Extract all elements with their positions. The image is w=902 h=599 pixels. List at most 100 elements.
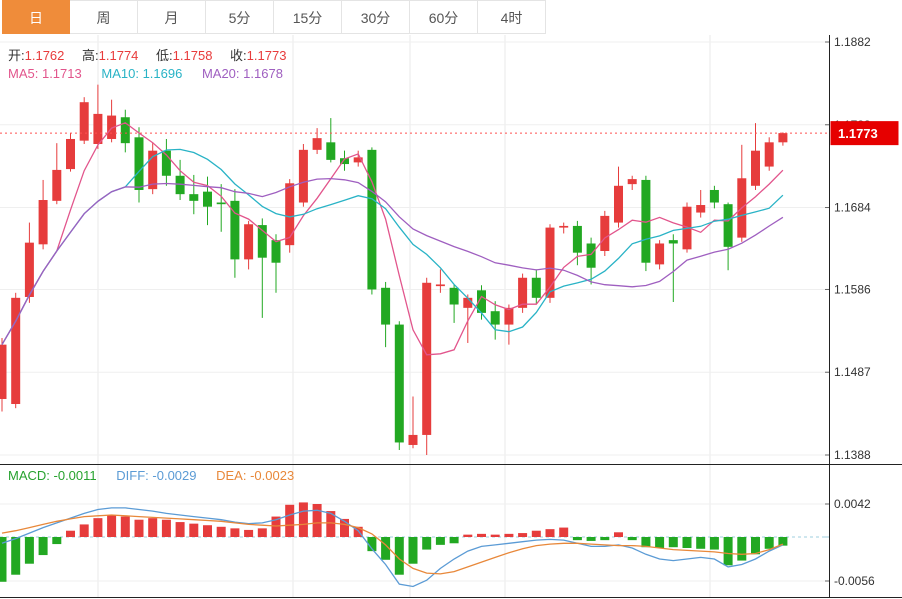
macd-hist-bar (655, 537, 665, 548)
tab-30min[interactable]: 30分 (342, 0, 410, 34)
macd-hist-bar (668, 537, 678, 548)
macd-hist-bar (490, 534, 500, 537)
candle (175, 175, 185, 195)
candle (641, 179, 651, 263)
ohlc-readout: 开:1.1762 高:1.1774 低:1.1758 收:1.1773 (8, 45, 300, 64)
macd-hist-bar (244, 529, 254, 537)
macd-hist-bar (627, 537, 637, 541)
candle (477, 290, 486, 313)
macd-hist-bar (120, 516, 130, 537)
macd-hist-bar (148, 518, 158, 537)
macd-hist-bar (600, 537, 610, 541)
macd-hist-bar (709, 537, 719, 550)
candle (285, 183, 295, 246)
macd-hist-bar (326, 511, 336, 537)
candle (504, 307, 514, 325)
tab-15min[interactable]: 15分 (274, 0, 342, 34)
macd-hist-bar (778, 537, 788, 546)
candle (244, 224, 254, 260)
candle (463, 297, 473, 308)
macd-hist-bar (504, 533, 514, 537)
macd-hist-bar (394, 537, 404, 575)
candle (93, 113, 103, 144)
ma-readout: MA5: 1.1713 MA10: 1.1696 MA20: 1.1678 (8, 66, 299, 81)
candle (24, 242, 34, 297)
candle (312, 138, 322, 150)
price-axis-label: 1.1586 (834, 282, 871, 296)
macd-hist-bar (723, 537, 733, 566)
candle (449, 287, 459, 305)
macd-hist-bar (340, 518, 349, 537)
candle (559, 225, 569, 228)
candle (778, 133, 788, 143)
macd-hist-bar (751, 537, 760, 555)
macd-hist-bar (531, 530, 541, 537)
price-axis-label: 1.1487 (834, 365, 871, 379)
candle (134, 137, 144, 190)
candle (38, 200, 48, 245)
dea-value-readout: DEA: -0.0023 (216, 468, 295, 483)
macd-hist-bar (52, 537, 62, 545)
candle (655, 243, 665, 265)
candle (107, 115, 117, 139)
candle (367, 149, 377, 290)
macd-readout: MACD: -0.0011 DIFF: -0.0029 DEA: -0.0023 (8, 468, 310, 483)
candle (572, 225, 582, 253)
price-axis-label: 1.1388 (834, 448, 871, 462)
candle (600, 215, 610, 252)
candle (408, 434, 418, 445)
macd-hist-bar (614, 532, 623, 537)
tab-day[interactable]: 日 (2, 0, 70, 34)
macd-value-readout: MACD: -0.0011 (8, 468, 97, 483)
candle (627, 179, 637, 185)
tab-5min[interactable]: 5分 (206, 0, 274, 34)
macd-hist-bar (682, 537, 692, 548)
price-axis-label: 1.1684 (834, 201, 871, 215)
candle (120, 117, 130, 144)
ma5-line (1, 122, 784, 356)
candle (751, 150, 760, 186)
candle (189, 194, 199, 201)
candle (668, 240, 678, 244)
macd-hist-bar (696, 537, 706, 549)
last-price-tag (830, 121, 899, 146)
candle (586, 243, 596, 268)
last-price-tag-text: 1.1773 (838, 126, 878, 141)
diff-value-readout: DIFF: -0.0029 (116, 468, 197, 483)
tab-60min[interactable]: 60分 (410, 0, 478, 34)
candle (340, 158, 349, 165)
candle (257, 225, 267, 258)
close-value: 1.1773 (246, 48, 287, 63)
timeframe-tabbar: 日周月 5分 15分 30分 60分 4时 (0, 0, 902, 35)
tab-month[interactable]: 月 (138, 0, 206, 34)
ma10-line (1, 148, 784, 345)
ma5-readout: MA5: 1.1713 (8, 66, 82, 81)
ma20-line (1, 177, 784, 345)
candle (353, 157, 363, 163)
candle (422, 282, 432, 435)
high-label: 高: (82, 48, 99, 63)
macd-hist-bar (93, 518, 103, 537)
macd-hist-bar (79, 524, 89, 537)
candle (0, 344, 7, 399)
candle (52, 169, 62, 201)
macd-hist-bar (545, 529, 555, 537)
macd-hist-bar (408, 537, 418, 564)
candle (531, 277, 541, 298)
tab-4hour[interactable]: 4时 (478, 0, 546, 34)
macd-hist-bar (586, 537, 596, 541)
open-value: 1.1762 (24, 48, 65, 63)
macd-hist-bar (381, 537, 391, 560)
tab-week[interactable]: 周 (70, 0, 138, 34)
macd-hist-bar (216, 526, 226, 537)
macd-hist-bar (134, 519, 144, 537)
high-value: 1.1774 (98, 48, 139, 63)
macd-axis-label: -0.0056 (834, 574, 875, 588)
macd-hist-bar (285, 504, 295, 537)
macd-hist-bar (641, 537, 651, 548)
macd-hist-bar (477, 533, 486, 537)
close-label: 收: (230, 48, 247, 63)
candle (161, 150, 171, 176)
